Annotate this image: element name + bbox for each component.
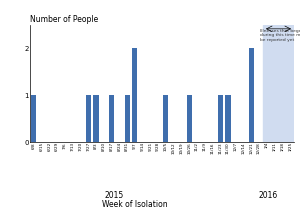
Text: 2015: 2015 bbox=[104, 191, 124, 200]
Bar bbox=[164, 95, 168, 142]
Text: Week of Isolation: Week of Isolation bbox=[102, 200, 168, 209]
Bar bbox=[263, 25, 294, 142]
Bar bbox=[32, 95, 36, 142]
Bar bbox=[124, 95, 130, 142]
Bar bbox=[132, 48, 137, 142]
Bar bbox=[94, 95, 98, 142]
Bar bbox=[218, 95, 223, 142]
Bar bbox=[109, 95, 114, 142]
Bar bbox=[187, 95, 192, 142]
Bar bbox=[86, 95, 91, 142]
Bar bbox=[249, 48, 254, 142]
Text: 2016: 2016 bbox=[259, 191, 278, 200]
Text: Illnesses that began
during this time may not
be reported yet: Illnesses that began during this time ma… bbox=[260, 29, 300, 42]
Bar bbox=[226, 95, 230, 142]
Text: Number of People: Number of People bbox=[30, 15, 98, 24]
